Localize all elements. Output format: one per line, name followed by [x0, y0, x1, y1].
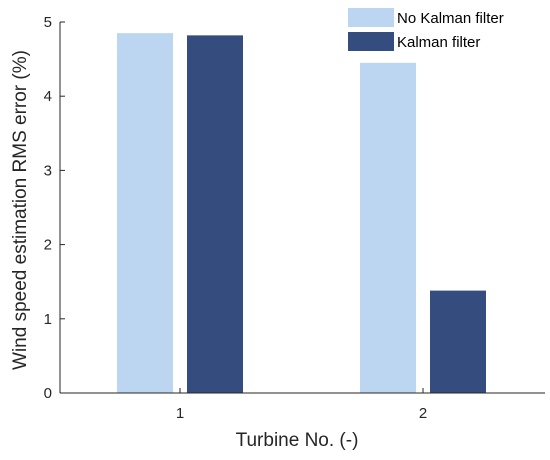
legend-label: Kalman filter [397, 34, 480, 51]
bar-kalman-filter-turbine-2 [430, 290, 486, 393]
y-axis-label: Wind speed estimation RMS error (%) [10, 50, 31, 370]
bar-kalman-filter-turbine-1 [187, 35, 243, 394]
y-ticks-group: 0 1 2 3 4 5 [44, 14, 65, 402]
y-tick-label: 5 [44, 14, 52, 31]
legend-label: No Kalman filter [397, 10, 504, 27]
bar-no-kalman-filter-turbine-1 [117, 33, 173, 393]
y-tick-label: 4 [44, 88, 52, 105]
y-tick-label: 3 [44, 162, 52, 179]
y-tick-label: 2 [44, 237, 52, 254]
legend: No Kalman filter Kalman filter [342, 4, 540, 56]
bars-group [117, 33, 486, 394]
bar-no-kalman-filter-turbine-2 [360, 62, 416, 394]
y-tick-label: 0 [44, 385, 52, 402]
x-tick-label: 2 [419, 405, 427, 422]
x-tick-label: 1 [176, 405, 184, 422]
legend-swatch [348, 8, 394, 27]
legend-swatch [348, 32, 394, 51]
y-tick-label: 1 [44, 311, 52, 328]
x-axis-label: Turbine No. (-) [236, 430, 359, 451]
axes-group [59, 22, 545, 394]
